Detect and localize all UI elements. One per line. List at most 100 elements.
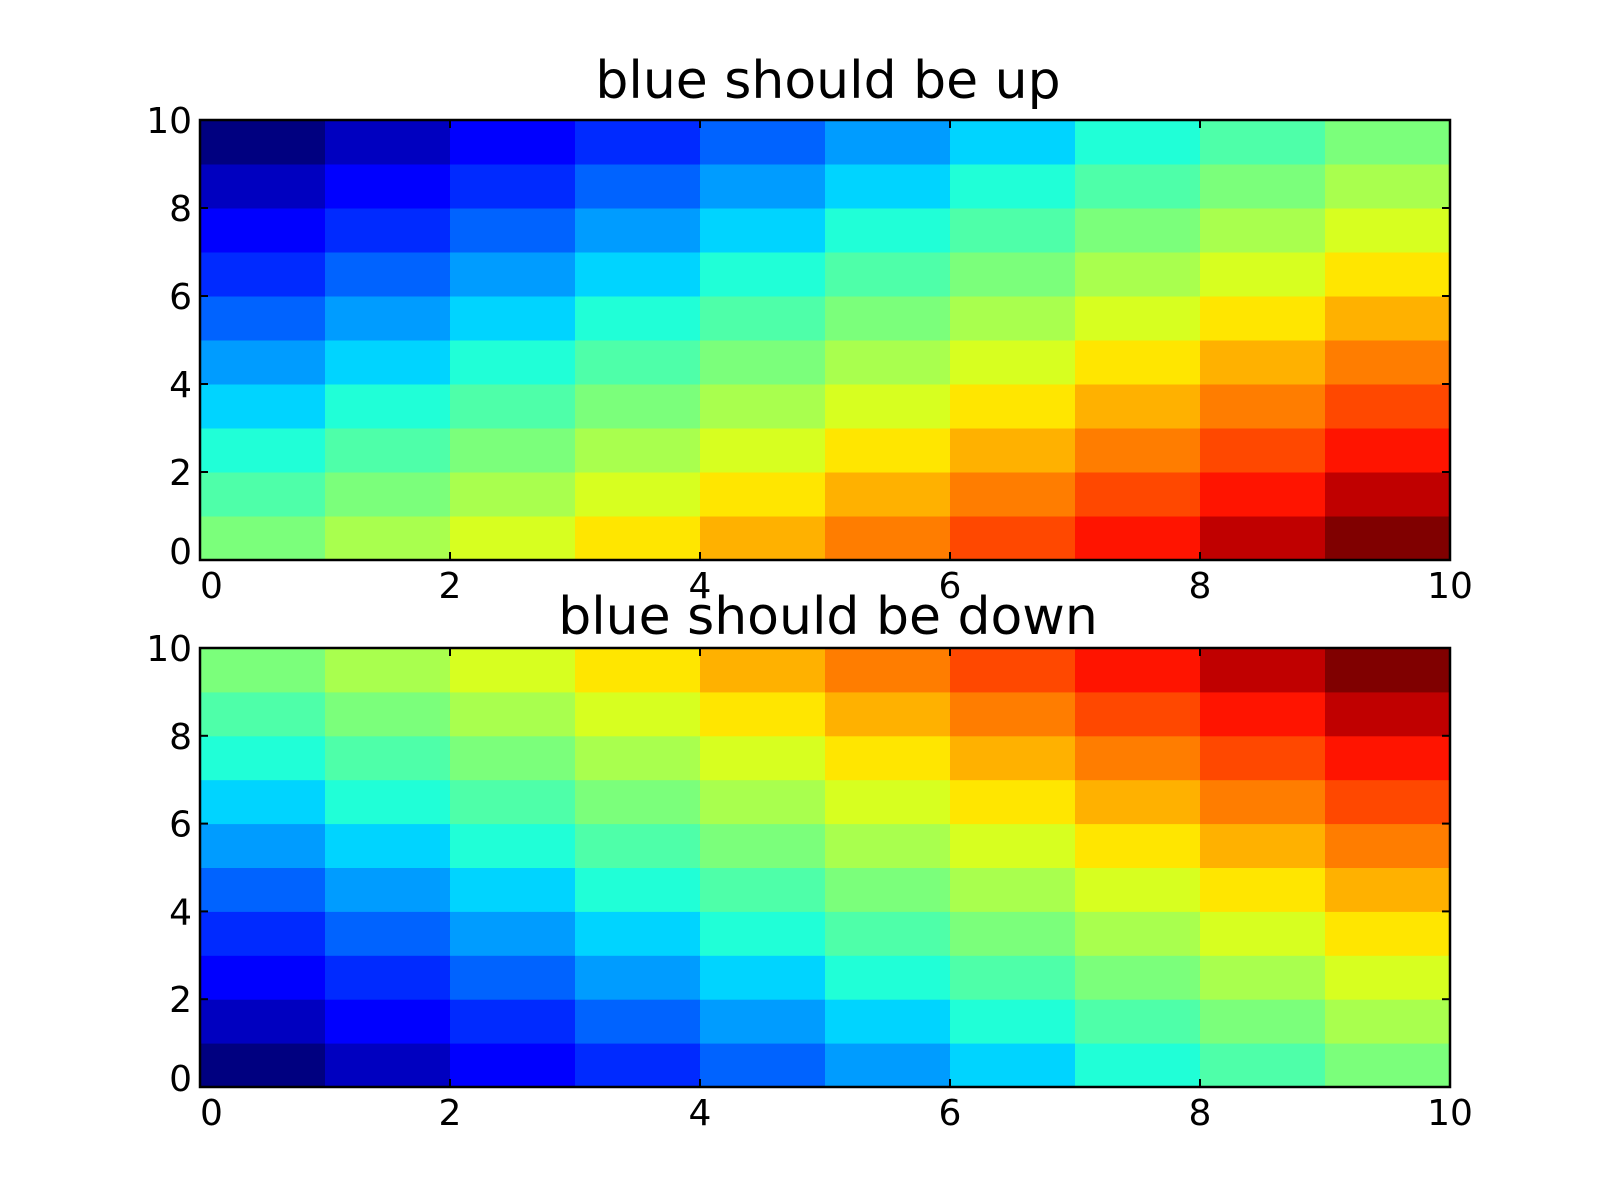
heatmap-cell-top-r3-c3 (575, 384, 701, 429)
heatmap-cell-bottom-r3-c7 (1075, 911, 1201, 956)
heatmap-cell-top-r7-c1 (325, 208, 451, 253)
heatmap-cell-bottom-r6-c6 (950, 779, 1076, 825)
heatmap-cell-bottom-r7-c1 (325, 735, 451, 781)
heatmap-cell-bottom-r8-c9 (1325, 691, 1451, 737)
heatmap-cell-top-r9-c3 (575, 120, 701, 165)
heatmap-cell-bottom-r7-c8 (1200, 735, 1326, 781)
heatmap-cell-top-r8-c0 (200, 164, 326, 209)
heatmap-cell-bottom-r2-c0 (200, 955, 326, 1000)
heatmap-cell-bottom-r9-c1 (325, 648, 451, 693)
heatmap-cell-top-r1-c3 (575, 472, 701, 517)
heatmap-cell-top-r1-c7 (1075, 472, 1201, 517)
heatmap-cell-top-r3-c6 (950, 384, 1076, 429)
heatmap-cell-top-r6-c5 (825, 252, 951, 297)
x-tick-label-top-5: 10 (1427, 566, 1473, 607)
heatmap-cell-bottom-r0-c8 (1200, 1043, 1326, 1088)
heatmap-cell-top-r2-c8 (1200, 428, 1326, 473)
y-tick-label-top-1: 2 (169, 453, 192, 494)
heatmap-cell-top-r4-c6 (950, 340, 1076, 385)
heatmap-cell-bottom-r0-c3 (575, 1043, 701, 1088)
heatmap-cell-top-r3-c2 (450, 384, 576, 429)
heatmap-cell-top-r2-c5 (825, 428, 951, 473)
heatmap-cell-bottom-r6-c7 (1075, 779, 1201, 825)
heatmap-cell-top-r1-c0 (200, 472, 326, 517)
heatmap-cell-bottom-r3-c9 (1325, 911, 1451, 956)
heatmap-cell-bottom-r6-c4 (700, 779, 826, 825)
heatmap-cell-top-r7-c0 (200, 208, 326, 253)
heatmap-cell-top-r9-c0 (200, 120, 326, 165)
heatmap-cell-top-r6-c9 (1325, 252, 1451, 297)
y-tick-label-bottom-4: 8 (169, 717, 192, 758)
heatmap-cell-top-r2-c4 (700, 428, 826, 473)
heatmap-cell-top-r7-c4 (700, 208, 826, 253)
y-tick-label-top-4: 8 (169, 189, 192, 230)
heatmap-cell-top-r5-c6 (950, 296, 1076, 341)
heatmap-cell-bottom-r1-c1 (325, 999, 451, 1044)
heatmap-cell-bottom-r8-c2 (450, 691, 576, 737)
heatmap-cell-top-r2-c2 (450, 428, 576, 473)
heatmap-cell-top-r8-c2 (450, 164, 576, 209)
heatmap-cell-bottom-r1-c7 (1075, 999, 1201, 1044)
heatmap-cell-top-r3-c5 (825, 384, 951, 429)
heatmap-cell-top-r4-c4 (700, 340, 826, 385)
heatmap-cell-bottom-r1-c6 (950, 999, 1076, 1044)
heatmap-cell-top-r0-c6 (950, 516, 1076, 561)
heatmap-cell-bottom-r7-c3 (575, 735, 701, 781)
heatmap-cell-bottom-r9-c4 (700, 648, 826, 693)
y-tick-label-bottom-1: 2 (169, 980, 192, 1021)
heatmap-cell-bottom-r7-c5 (825, 735, 951, 781)
heatmap-cell-top-r6-c6 (950, 252, 1076, 297)
heatmap-cell-bottom-r8-c4 (700, 691, 826, 737)
heatmap-cell-bottom-r7-c9 (1325, 735, 1451, 781)
heatmap-cell-bottom-r1-c3 (575, 999, 701, 1044)
x-tick-label-bottom-4: 8 (1189, 1093, 1212, 1134)
heatmap-cell-bottom-r8-c0 (200, 691, 326, 737)
x-tick-label-bottom-2: 4 (689, 1093, 712, 1134)
heatmap-cell-bottom-r1-c0 (200, 999, 326, 1044)
heatmap-cell-bottom-r9-c9 (1325, 648, 1451, 693)
heatmap-cell-top-r4-c2 (450, 340, 576, 385)
heatmap-cell-top-r0-c2 (450, 516, 576, 561)
heatmap-cell-bottom-r9-c8 (1200, 648, 1326, 693)
heatmap-cell-bottom-r8-c6 (950, 691, 1076, 737)
heatmap-cell-bottom-r2-c7 (1075, 955, 1201, 1000)
heatmap-cell-bottom-r9-c0 (200, 648, 326, 693)
heatmap-cell-top-r9-c7 (1075, 120, 1201, 165)
heatmap-cell-bottom-r6-c9 (1325, 779, 1451, 825)
subplot-bottom: blue should be down 0 2 4 6 8 10 0 2 4 6 8 10 (146, 587, 1473, 1134)
heatmap-cell-top-r5-c0 (200, 296, 326, 341)
heatmap-cell-bottom-r3-c1 (325, 911, 451, 956)
heatmap-cell-bottom-r1-c2 (450, 999, 576, 1044)
heatmap-cell-top-r0-c7 (1075, 516, 1201, 561)
heatmap-cell-top-r4-c3 (575, 340, 701, 385)
heatmap-cell-top-r8-c8 (1200, 164, 1326, 209)
heatmap-cell-top-r6-c2 (450, 252, 576, 297)
heatmap-cell-bottom-r7-c2 (450, 735, 576, 781)
heatmap-cell-bottom-r4-c4 (700, 867, 826, 912)
heatmap-cell-top-r2-c1 (325, 428, 451, 473)
heatmap-cell-top-r7-c8 (1200, 208, 1326, 253)
heatmap-cell-bottom-r4-c9 (1325, 867, 1451, 912)
heatmap-cell-bottom-r2-c2 (450, 955, 576, 1000)
heatmap-cell-top-r9-c8 (1200, 120, 1326, 165)
heatmap-cell-top-r3-c8 (1200, 384, 1326, 429)
heatmap-cell-top-r0-c0 (200, 516, 326, 561)
heatmap-cell-top-r5-c2 (450, 296, 576, 341)
heatmap-cell-top-r4-c0 (200, 340, 326, 385)
heatmap-cell-bottom-r0-c1 (325, 1043, 451, 1088)
heatmap-cell-bottom-r9-c7 (1075, 648, 1201, 693)
heatmap-cell-bottom-r7-c0 (200, 735, 326, 781)
heatmap-cell-bottom-r3-c4 (700, 911, 826, 956)
heatmap-cells-bottom (200, 648, 1451, 1088)
heatmap-cell-bottom-r6-c1 (325, 779, 451, 825)
heatmap-cell-top-r1-c5 (825, 472, 951, 517)
heatmap-cell-bottom-r5-c2 (450, 823, 576, 868)
x-tick-label-top-2: 4 (689, 566, 712, 607)
heatmap-cell-bottom-r5-c6 (950, 823, 1076, 868)
x-tick-label-top-4: 8 (1189, 566, 1212, 607)
x-tick-label-bottom-5: 10 (1427, 1093, 1473, 1134)
heatmap-cell-bottom-r9-c6 (950, 648, 1076, 693)
heatmap-cell-bottom-r4-c8 (1200, 867, 1326, 912)
heatmap-cell-bottom-r5-c3 (575, 823, 701, 868)
